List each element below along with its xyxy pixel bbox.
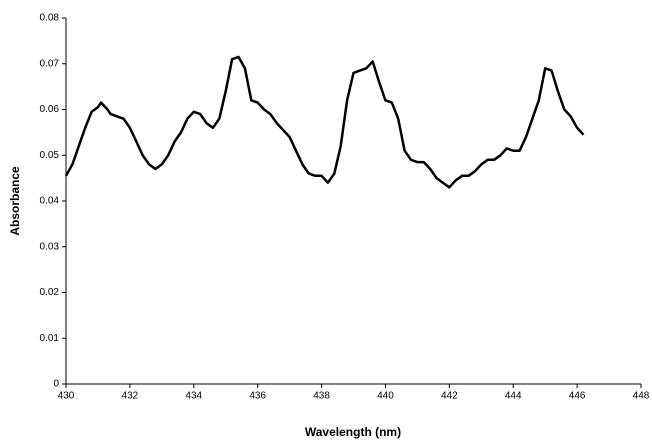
y-tick-label: 0.04 [40, 196, 60, 207]
x-tick-label: 430 [58, 391, 75, 402]
x-tick-label: 434 [185, 391, 202, 402]
y-axis-label: Absorbance [8, 166, 22, 236]
x-tick-label: 446 [569, 391, 586, 402]
y-tick-label: 0.06 [40, 104, 60, 115]
x-axis-label: Wavelength (nm) [305, 425, 401, 439]
x-tick-label: 440 [377, 391, 394, 402]
y-tick-label: 0.08 [40, 13, 60, 24]
x-tick-label: 432 [122, 391, 139, 402]
y-tick-label: 0.01 [40, 333, 60, 344]
x-tick-label: 444 [505, 391, 522, 402]
x-tick-label: 438 [313, 391, 330, 402]
x-tick-label: 448 [633, 391, 650, 402]
y-tick-label: 0.02 [40, 287, 60, 298]
y-tick-label: 0 [53, 379, 59, 390]
y-tick-label: 0.03 [40, 241, 60, 252]
x-tick-label: 442 [441, 391, 458, 402]
data-line [64, 55, 585, 189]
y-tick-label: 0.05 [40, 150, 60, 161]
y-tick-label: 0.07 [40, 58, 60, 69]
x-tick-label: 436 [249, 391, 266, 402]
